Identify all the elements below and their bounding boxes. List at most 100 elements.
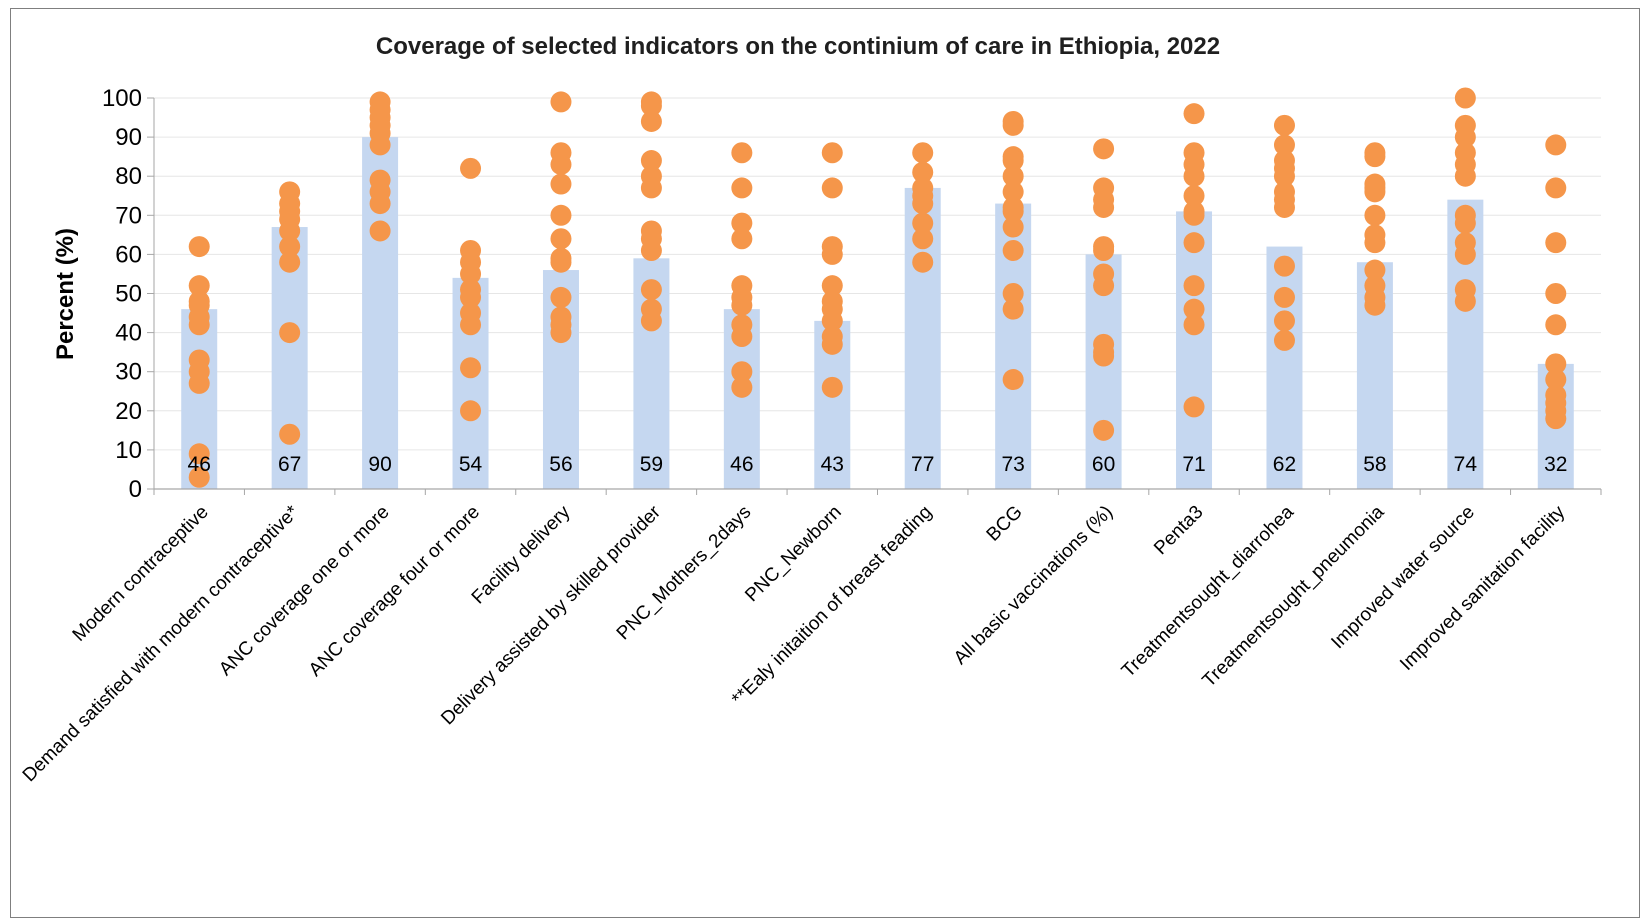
point-12-11 bbox=[1273, 329, 1295, 351]
point-8-1 bbox=[912, 161, 934, 183]
point-2-9 bbox=[369, 220, 391, 242]
point-1-4 bbox=[279, 220, 301, 242]
data-label-8: 77 bbox=[911, 453, 934, 476]
data-labels: 46 67 90 54 56 59 46 43 77 73 60 71 62 58 74 32 bbox=[188, 453, 1568, 476]
x-tick-label-13: Treatmentsought_pneumonia bbox=[1199, 501, 1389, 691]
point-0-10 bbox=[188, 466, 210, 488]
y-tick-label-40: 40 bbox=[115, 320, 142, 347]
point-4-3 bbox=[550, 173, 572, 195]
data-label-11: 71 bbox=[1182, 453, 1205, 476]
point-15-2 bbox=[1545, 232, 1567, 254]
point-3-3 bbox=[460, 263, 482, 285]
point-5-9 bbox=[640, 279, 662, 301]
point-10-7 bbox=[1093, 275, 1115, 297]
y-tick-label-80: 80 bbox=[115, 163, 142, 190]
point-5-5 bbox=[640, 177, 662, 199]
point-12-0 bbox=[1273, 114, 1295, 136]
point-9-9 bbox=[1002, 239, 1024, 261]
point-15-1 bbox=[1545, 177, 1567, 199]
point-12-4 bbox=[1273, 165, 1295, 187]
point-10-0 bbox=[1093, 138, 1115, 160]
point-12-7 bbox=[1273, 196, 1295, 218]
point-8-0 bbox=[912, 142, 934, 164]
coverage-chart: Coverage of selected indicators on the c… bbox=[19, 33, 1602, 786]
point-14-11 bbox=[1454, 290, 1476, 312]
point-5-1 bbox=[640, 95, 662, 117]
point-4-0 bbox=[550, 91, 572, 113]
point-1-8 bbox=[279, 423, 301, 445]
x-tick-label-15: Improved sanitation facility bbox=[1396, 501, 1570, 675]
point-11-11 bbox=[1183, 396, 1205, 418]
point-10-11 bbox=[1093, 419, 1115, 441]
point-8-6 bbox=[912, 228, 934, 250]
point-6-8 bbox=[731, 326, 753, 348]
point-12-1 bbox=[1273, 134, 1295, 156]
point-6-1 bbox=[731, 177, 753, 199]
point-14-9 bbox=[1454, 243, 1476, 265]
data-label-3: 54 bbox=[459, 453, 483, 476]
data-label-9: 73 bbox=[1001, 453, 1024, 476]
data-label-0: 46 bbox=[188, 453, 211, 476]
point-0-0 bbox=[188, 236, 210, 258]
point-12-8 bbox=[1273, 255, 1295, 277]
point-10-3 bbox=[1093, 196, 1115, 218]
point-6-2 bbox=[731, 212, 753, 234]
point-14-5 bbox=[1454, 165, 1476, 187]
bar-11 bbox=[1176, 211, 1213, 489]
point-2-5 bbox=[369, 134, 391, 156]
point-11-9 bbox=[1183, 298, 1205, 320]
point-0-5 bbox=[188, 314, 210, 336]
point-13-4 bbox=[1364, 181, 1386, 203]
x-tick-label-3: ANC coverage four or more bbox=[305, 502, 484, 681]
point-9-5 bbox=[1002, 181, 1024, 203]
y-tick-label-90: 90 bbox=[115, 124, 142, 151]
y-tick-label-10: 10 bbox=[115, 437, 142, 464]
point-3-5 bbox=[460, 286, 482, 308]
point-0-1 bbox=[188, 275, 210, 297]
point-10-10 bbox=[1093, 345, 1115, 367]
point-6-6 bbox=[731, 294, 753, 316]
data-label-10: 60 bbox=[1092, 453, 1115, 476]
point-10-5 bbox=[1093, 239, 1115, 261]
chart-title: Coverage of selected indicators on the c… bbox=[376, 33, 1220, 60]
point-12-10 bbox=[1273, 310, 1295, 332]
point-8-7 bbox=[912, 251, 934, 273]
point-1-6 bbox=[279, 251, 301, 273]
data-label-7: 43 bbox=[821, 453, 844, 476]
y-tick-label-0: 0 bbox=[129, 476, 142, 503]
x-tick-label-10: All basic vaccinations (%) bbox=[950, 502, 1117, 669]
point-8-5 bbox=[912, 212, 934, 234]
point-15-4 bbox=[1545, 314, 1567, 336]
point-1-7 bbox=[279, 322, 301, 344]
point-15-0 bbox=[1545, 134, 1567, 156]
data-label-2: 90 bbox=[368, 453, 391, 476]
point-6-0 bbox=[731, 142, 753, 164]
point-4-7 bbox=[550, 251, 572, 273]
y-tick-label-50: 50 bbox=[115, 281, 142, 308]
point-15-3 bbox=[1545, 283, 1567, 304]
point-3-0 bbox=[460, 157, 482, 179]
point-13-5 bbox=[1364, 204, 1386, 226]
point-8-4 bbox=[912, 193, 934, 215]
point-7-4 bbox=[821, 275, 843, 297]
data-label-6: 46 bbox=[730, 453, 753, 476]
y-axis-label: Percent (%) bbox=[52, 228, 79, 360]
point-7-7 bbox=[821, 310, 843, 332]
point-13-7 bbox=[1364, 232, 1386, 254]
point-1-5 bbox=[279, 236, 301, 258]
chart-frame: Coverage of selected indicators on the c… bbox=[10, 8, 1640, 918]
point-14-2 bbox=[1454, 126, 1476, 148]
x-tick-label-11: Penta3 bbox=[1150, 502, 1207, 559]
point-0-9 bbox=[188, 443, 210, 465]
point-9-11 bbox=[1002, 298, 1024, 320]
y-tick-label-70: 70 bbox=[115, 202, 142, 229]
data-label-13: 58 bbox=[1363, 453, 1386, 476]
y-axis-ticks: 0 10 20 30 40 50 60 70 80 90 100 bbox=[102, 85, 155, 503]
point-7-1 bbox=[821, 177, 843, 199]
point-5-8 bbox=[640, 239, 662, 261]
point-15-10 bbox=[1545, 408, 1567, 430]
point-11-6 bbox=[1183, 204, 1205, 226]
point-13-1 bbox=[1364, 146, 1386, 168]
data-label-1: 67 bbox=[278, 453, 301, 476]
point-7-3 bbox=[821, 243, 843, 265]
